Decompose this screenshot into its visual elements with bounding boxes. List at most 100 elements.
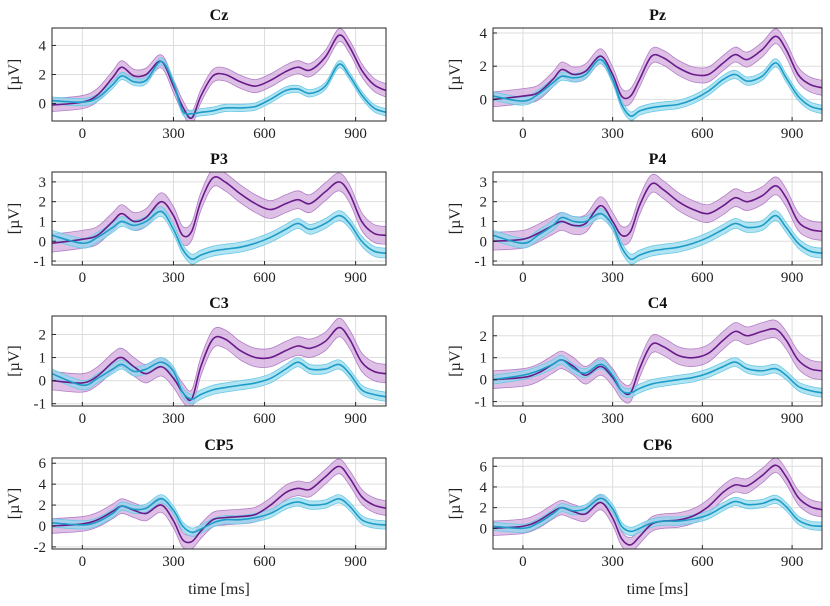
- x-tick-label: 0: [519, 126, 527, 142]
- x-tick-label: 0: [519, 270, 527, 286]
- y-tick-label: -1: [34, 254, 47, 270]
- band-cyan: [52, 494, 386, 537]
- band-purple: [493, 458, 822, 549]
- x-tick-label: 300: [162, 270, 185, 286]
- series-group: [493, 319, 822, 404]
- y-tick-label: 0: [480, 234, 488, 250]
- panel-cp5: 0 300 600 900 -2 0 2 4 6 CP5 [µV] time [ms]: [6, 437, 387, 598]
- band-edge-upper: [493, 28, 822, 93]
- band-edge-lower: [52, 366, 386, 405]
- line-cyan: [493, 58, 822, 117]
- x-tick-label: 600: [691, 126, 714, 142]
- x-tick-label: 300: [601, 554, 624, 570]
- line-cyan: [493, 497, 822, 533]
- panel-c3: 0 300 600 900 -1 0 1 2 C3 [µV]: [6, 295, 387, 427]
- band-edge-upper: [52, 57, 386, 111]
- line-purple: [52, 326, 386, 402]
- y-tick-label: -1: [475, 254, 488, 270]
- y-axis-label: [µV]: [6, 203, 23, 234]
- x-tick-label: 900: [781, 126, 804, 142]
- y-tick-label: 1: [39, 214, 47, 230]
- band-edge-upper: [493, 355, 822, 390]
- axes-box: [51, 457, 387, 550]
- y-tick-label: 6: [39, 456, 47, 472]
- band-cyan: [493, 494, 822, 536]
- band-edge-upper: [52, 494, 386, 529]
- band-edge-lower: [493, 63, 822, 121]
- x-axis-label: time [ms]: [627, 581, 689, 598]
- x-tick-label: 0: [79, 270, 87, 286]
- x-tick-label: 600: [253, 270, 276, 286]
- band-edge-upper: [52, 458, 386, 536]
- band-edge-lower: [52, 64, 386, 119]
- panel-p4: 0 300 600 900 -1 0 1 2 3 P4 [µV]: [447, 151, 823, 286]
- series-group: [52, 458, 386, 549]
- y-axis-label: [µV]: [447, 488, 464, 519]
- y-tick-label: -1: [34, 397, 47, 413]
- axes-box: [492, 315, 823, 407]
- band-edge-lower: [52, 216, 386, 265]
- band-edge-upper: [52, 206, 386, 255]
- series-group: [493, 173, 822, 265]
- panel-title: P3: [210, 151, 228, 168]
- y-tick-label: 4: [39, 477, 47, 493]
- y-tick-label: 2: [480, 195, 488, 211]
- y-tick-label: 4: [480, 480, 488, 496]
- series-group: [52, 28, 386, 121]
- series-group: [52, 172, 386, 265]
- band-edge-upper: [52, 317, 386, 392]
- y-tick-label: 4: [39, 38, 47, 54]
- y-tick-label: -1: [475, 395, 488, 411]
- band-edge-lower: [493, 502, 822, 536]
- y-axis-label: [µV]: [447, 345, 464, 376]
- line-cyan: [493, 212, 822, 261]
- band-edge-upper: [52, 172, 386, 235]
- y-tick-label: 2: [480, 501, 488, 517]
- band-edge-upper: [493, 55, 822, 113]
- y-tick-label: 0: [39, 234, 47, 250]
- axes-box: [492, 27, 823, 122]
- x-tick-label: 900: [344, 270, 367, 286]
- y-axis-label: [µV]: [447, 203, 464, 234]
- band-cyan: [493, 355, 822, 398]
- x-axis-label: time [ms]: [188, 581, 250, 598]
- x-tick-label: 300: [162, 126, 185, 142]
- band-edge-upper: [52, 357, 386, 395]
- band-purple: [52, 318, 386, 406]
- x-tick-label: 600: [253, 554, 276, 570]
- panel-title: C4: [648, 295, 668, 312]
- x-tick-label: 900: [344, 126, 367, 142]
- y-axis-label: [µV]: [447, 59, 464, 90]
- x-tick-label: 600: [253, 126, 276, 142]
- panel-pz: 0 300 600 900 0 2 4 Pz [µV]: [447, 7, 823, 142]
- axes-box: [51, 171, 387, 266]
- x-tick-label: 300: [601, 126, 624, 142]
- line-purple: [493, 182, 822, 243]
- x-tick-label: 900: [344, 554, 367, 570]
- x-tick-label: 600: [691, 554, 714, 570]
- line-cyan: [52, 210, 386, 261]
- line-purple: [52, 34, 386, 120]
- band-edge-lower: [493, 191, 822, 251]
- y-tick-label: 0: [480, 373, 488, 389]
- x-tick-label: 900: [781, 554, 804, 570]
- x-tick-label: 300: [162, 411, 185, 427]
- y-tick-label: 0: [39, 519, 47, 535]
- x-tick-label: 0: [79, 554, 87, 570]
- y-tick-label: 2: [480, 59, 488, 75]
- y-tick-label: 0: [480, 521, 488, 537]
- y-tick-label: 3: [480, 175, 488, 191]
- x-tick-label: 300: [601, 411, 624, 427]
- y-tick-label: 6: [480, 459, 488, 475]
- band-edge-upper: [52, 28, 386, 113]
- band-edge-upper: [493, 208, 822, 255]
- panel-title: C3: [209, 295, 229, 312]
- line-cyan: [493, 359, 822, 394]
- x-tick-label: 600: [253, 411, 276, 427]
- y-tick-label: 2: [39, 498, 47, 514]
- band-edge-lower: [493, 218, 822, 265]
- x-tick-label: 600: [691, 270, 714, 286]
- y-axis-label: [µV]: [6, 345, 23, 376]
- x-tick-label: 600: [691, 411, 714, 427]
